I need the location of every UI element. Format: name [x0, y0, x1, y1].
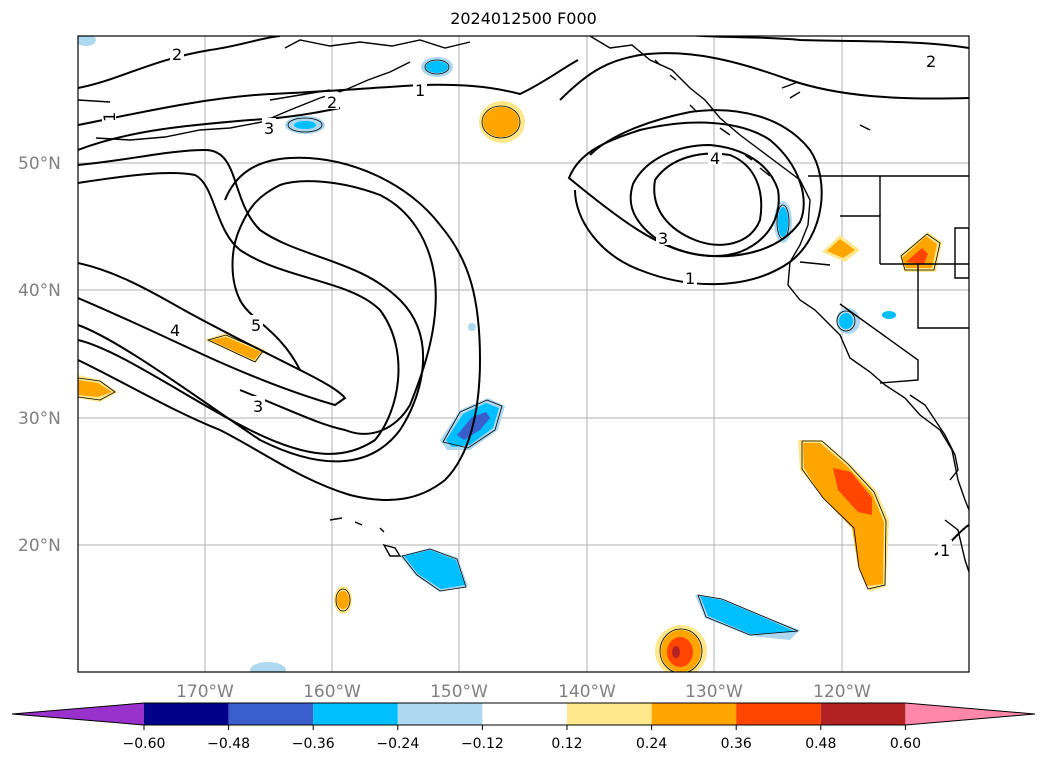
lat-labels: 50°N 40°N 30°N 20°N	[18, 154, 61, 556]
lon-labels: 170°W 160°W 150°W 140°W 130°W 120°W	[176, 682, 871, 702]
map-title: 2024012500 F000	[450, 9, 597, 28]
colorbar-extend-min	[12, 703, 144, 725]
colorbar-tick-label: 0.12	[551, 736, 582, 752]
lon-label: 120°W	[813, 682, 871, 702]
colorbar-tick-label: 0.48	[805, 736, 836, 752]
lon-label: 170°W	[176, 682, 234, 702]
contour-label: 4	[170, 321, 180, 340]
colorbar-tick-labels: −0.60 −0.48 −0.36 −0.24 −0.12 0.12 0.24 …	[123, 736, 921, 752]
contour-label: 2	[327, 93, 337, 112]
colorbar-extend-max	[905, 703, 1035, 725]
colorbar-tick-label: 0.60	[890, 736, 921, 752]
colorbar-bin	[651, 703, 737, 725]
contour-label: 3	[658, 229, 668, 248]
contour-label: 2	[172, 45, 182, 64]
colorbar-tick-label: −0.48	[207, 736, 250, 752]
contour-lines	[78, 36, 969, 556]
colorbar-tick-label: −0.60	[123, 736, 166, 752]
colorbar-bin	[397, 703, 483, 725]
contour-label: 5	[251, 316, 261, 335]
colorbar-bin	[313, 703, 398, 725]
contour-label: 1	[415, 81, 425, 100]
colorbar-bin	[736, 703, 821, 725]
colorbar-tick-label: 0.36	[721, 736, 752, 752]
lat-label: 20°N	[18, 536, 61, 556]
lat-label: 30°N	[18, 409, 61, 429]
contour-label: 2	[926, 52, 936, 71]
colorbar-bin	[144, 703, 229, 725]
contour-label: 3	[264, 119, 274, 138]
lon-label: 140°W	[558, 682, 616, 702]
colorbar-bin	[820, 703, 906, 725]
map-panel	[78, 36, 969, 672]
lon-label: 160°W	[303, 682, 361, 702]
lon-label: 150°W	[430, 682, 488, 702]
contour-labels: 2 1 2 3 4 5 3 1 3 4 1 2 1	[100, 45, 952, 560]
colorbar-tick-label: 0.24	[636, 736, 667, 752]
contour-label: 1	[100, 112, 119, 122]
lon-label: 130°W	[685, 682, 743, 702]
contour-label: 4	[710, 149, 720, 168]
colorbar-ticks	[143, 725, 906, 730]
colorbar-tick-label: −0.36	[292, 736, 335, 752]
map-border	[77, 35, 970, 673]
colorbar-bin	[482, 703, 567, 725]
colorbar-tick-label: −0.24	[376, 736, 419, 752]
colorbar-tick-label: −0.12	[461, 736, 504, 752]
lat-label: 50°N	[18, 154, 61, 174]
contour-label: 1	[940, 541, 950, 560]
contour-label: 1	[685, 269, 695, 288]
colorbar: −0.60 −0.48 −0.36 −0.24 −0.12 0.12 0.24 …	[11, 702, 1036, 752]
contour-label: 3	[253, 397, 263, 416]
colorbar-bin	[567, 703, 652, 725]
colorbar-bin	[228, 703, 314, 725]
lat-label: 40°N	[18, 281, 61, 301]
patch-outlines	[78, 59, 941, 672]
